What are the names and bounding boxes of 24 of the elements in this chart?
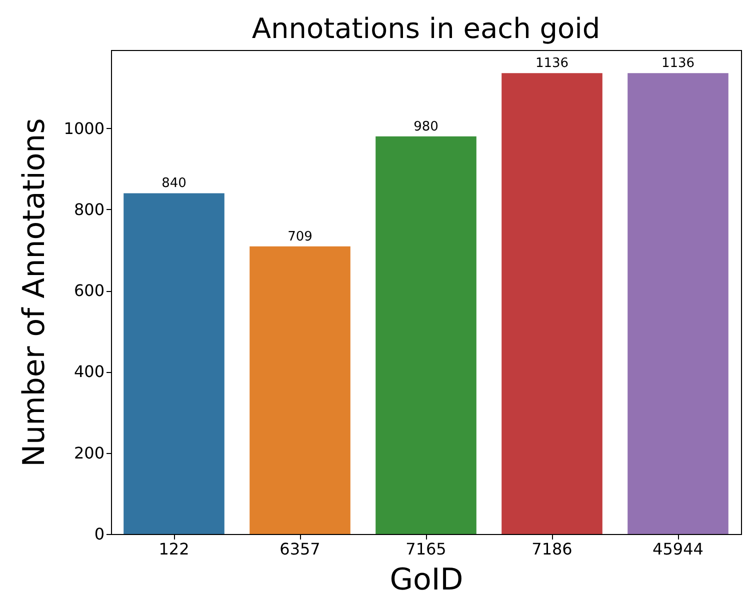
bar (250, 246, 350, 534)
y-tick-label: 1000 (64, 118, 104, 138)
y-tick-label: 600 (74, 281, 104, 300)
data-label: 709 (288, 229, 312, 244)
y-tick-label: 200 (74, 443, 104, 462)
bar (376, 136, 476, 534)
x-tick-label: 122 (158, 540, 190, 558)
y-tick-label: 0 (94, 524, 104, 544)
x-tick-label: 7165 (406, 540, 446, 558)
data-label: 980 (414, 119, 438, 134)
y-axis-title: Number of Annotations (16, 118, 52, 467)
x-tick-label: 6357 (280, 540, 320, 558)
data-label: 840 (162, 176, 186, 192)
y-tick-label: 400 (74, 362, 104, 382)
x-axis-title: GoID (390, 562, 464, 598)
y-tick-label: 800 (74, 200, 104, 219)
bar (124, 193, 224, 534)
x-tick-label: 7186 (532, 540, 572, 558)
bar (502, 73, 602, 534)
bar (628, 73, 728, 534)
data-label: 1136 (661, 56, 695, 72)
chart-title: Annotations in each goid (252, 12, 600, 45)
x-tick-label: 45944 (652, 540, 704, 558)
data-label: 1136 (535, 56, 569, 72)
